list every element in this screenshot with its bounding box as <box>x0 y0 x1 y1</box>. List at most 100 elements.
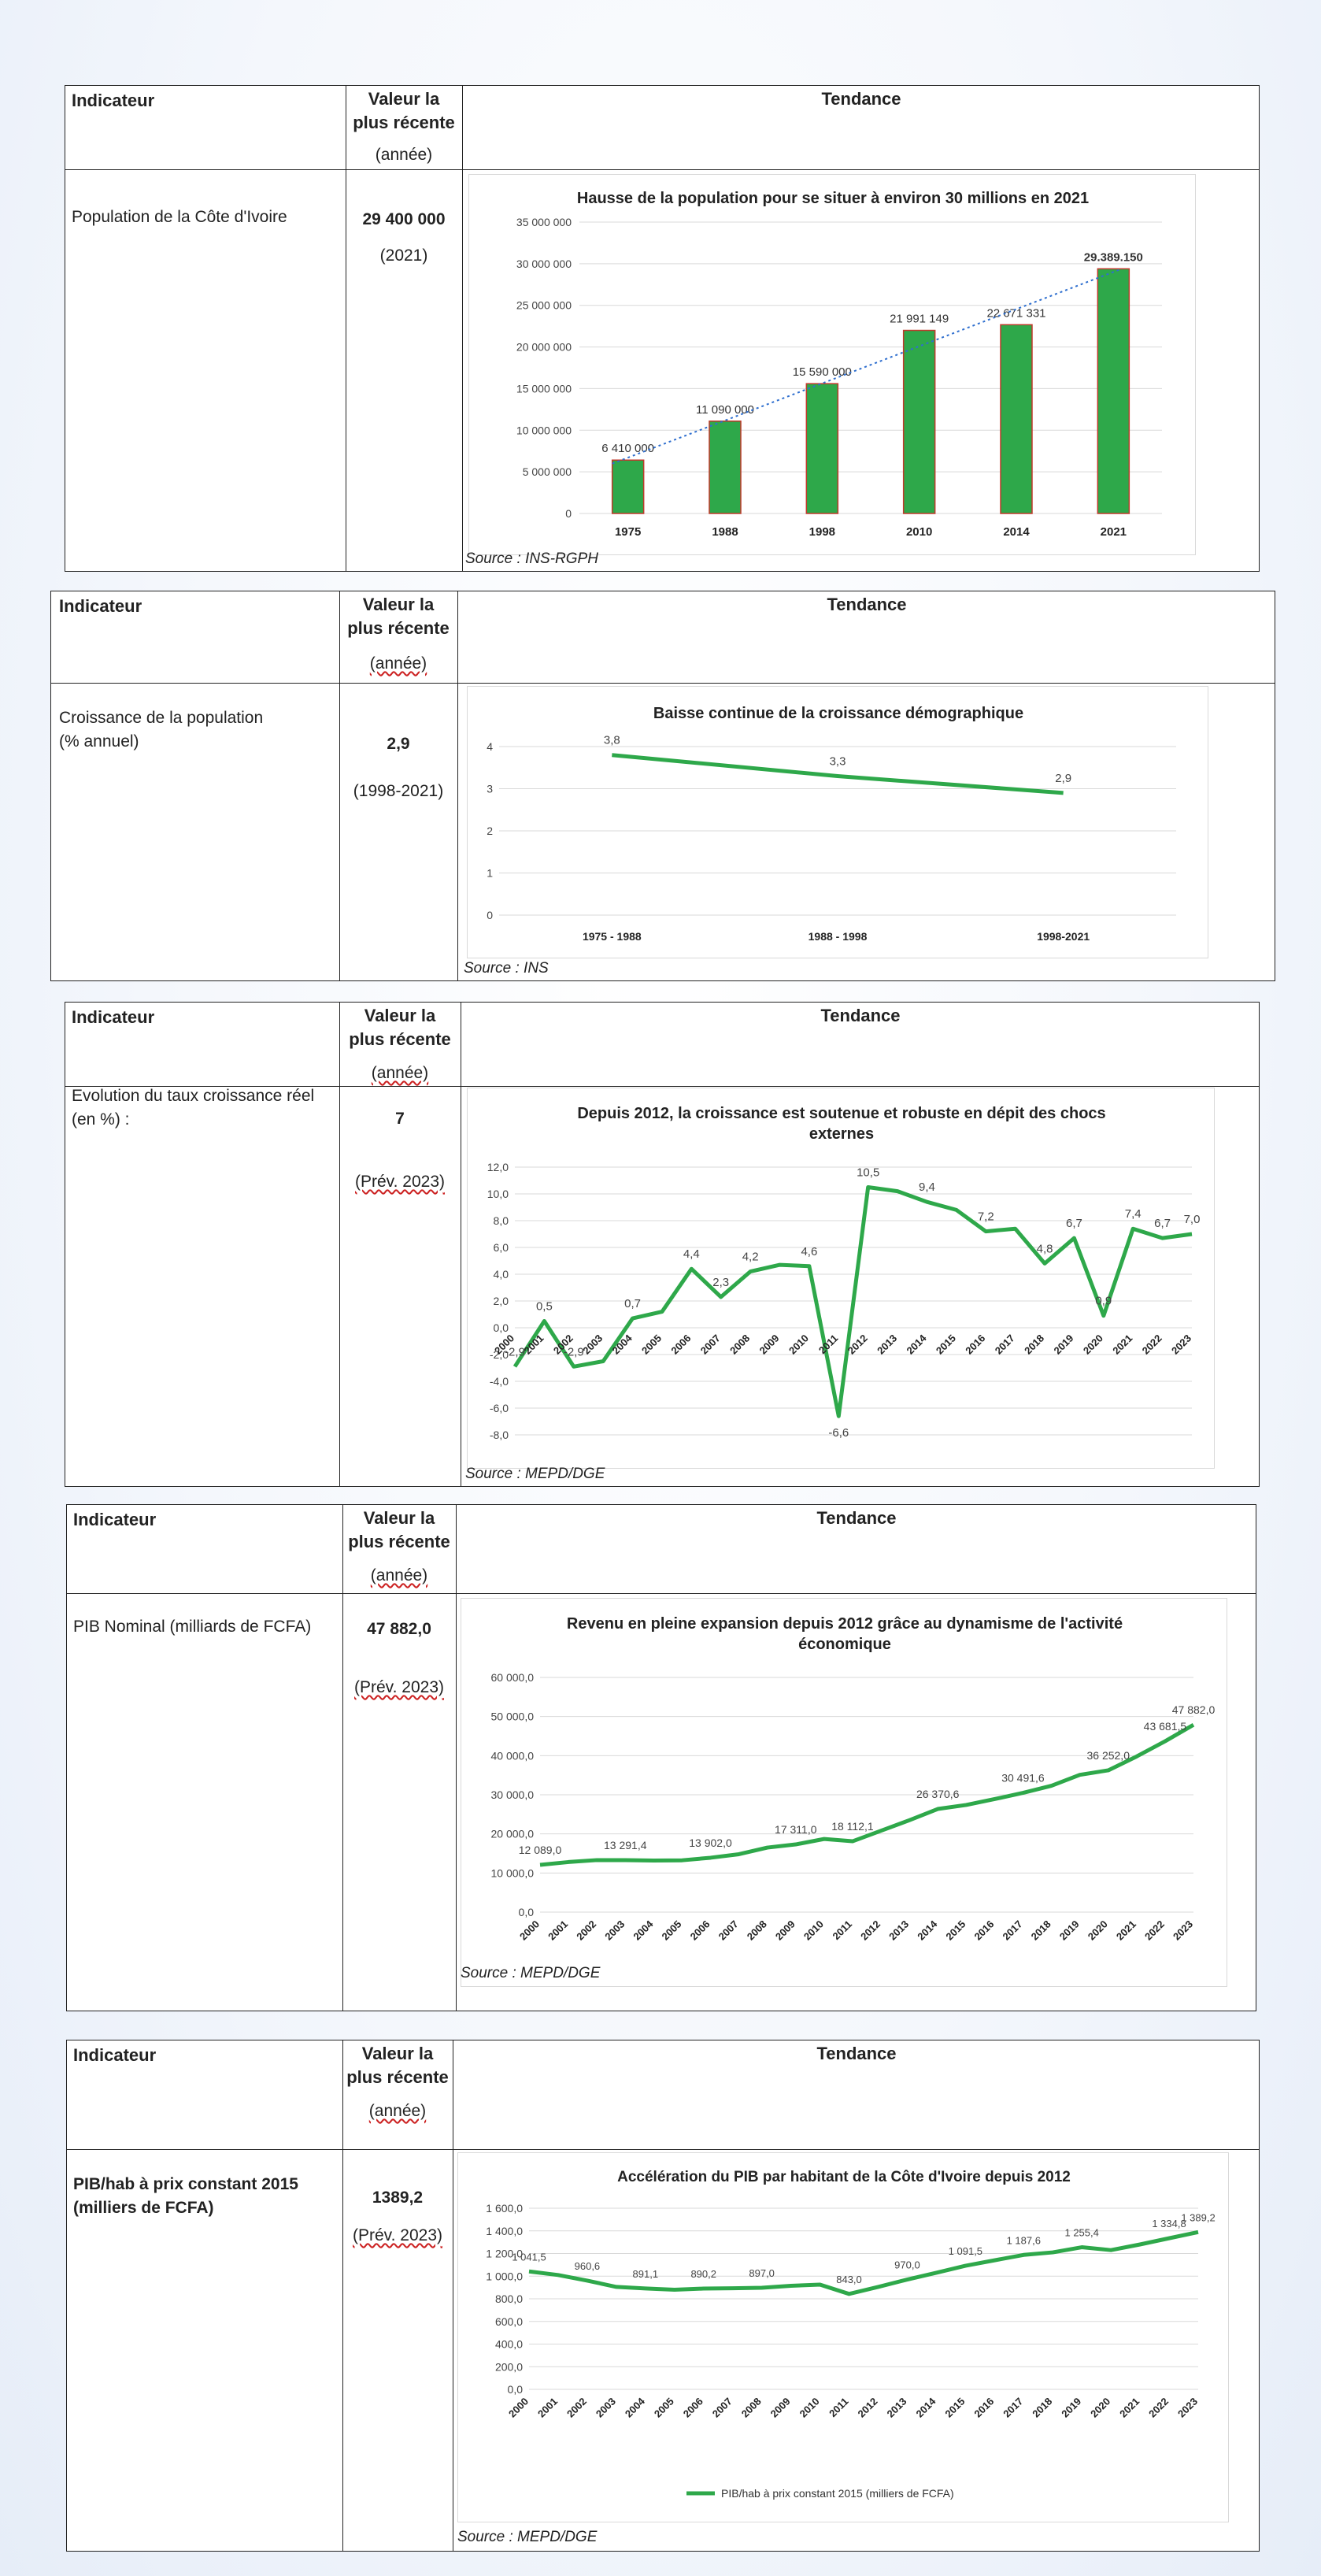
x-tick-label: 2015 <box>943 1918 968 1943</box>
header-indicateur: Indicateur <box>72 91 155 110</box>
bar <box>805 383 839 514</box>
bar <box>709 421 742 514</box>
x-tick-label: 1998 <box>809 525 835 539</box>
x-tick-label: 1988 - 1998 <box>809 930 868 943</box>
x-tick-label: 2019 <box>1057 1918 1082 1943</box>
data-label: 960,6 <box>575 2260 601 2272</box>
data-label: 17 311,0 <box>775 1823 817 1836</box>
x-tick-label: 2010 <box>786 1332 811 1357</box>
x-tick-label: 2014 <box>915 1918 940 1943</box>
data-label: 10,5 <box>857 1166 879 1180</box>
x-tick-label: 2013 <box>886 1918 911 1943</box>
header-indicateur: Indicateur <box>73 2045 157 2065</box>
indicator-value: 47 882,0 <box>367 1620 431 1638</box>
x-tick-label: 2012 <box>856 2396 880 2420</box>
y-tick-label: -8,0 <box>490 1429 509 1441</box>
x-tick-label: 2020 <box>1086 1918 1110 1943</box>
data-label: -2,9 <box>564 1345 584 1358</box>
series-line <box>612 753 1064 795</box>
data-label: 30 491,6 <box>1001 1772 1045 1785</box>
data-label: 1 187,6 <box>1007 2234 1041 2246</box>
table-pib-habitant: Indicateur Valeur la plus récente (année)… <box>66 2040 1260 2552</box>
x-tick-label: 2015 <box>942 2396 967 2420</box>
table-croissance-reelle: Indicateur Valeur la plus récente (année)… <box>65 1002 1260 1487</box>
x-tick-label: 2017 <box>1001 2396 1025 2420</box>
data-label: 11 090 000 <box>696 403 754 417</box>
data-label: 15 590 000 <box>793 365 852 379</box>
x-tick-label: 2022 <box>1140 1332 1164 1357</box>
x-tick-label: 2003 <box>580 1332 605 1357</box>
data-label: 843,0 <box>836 2274 862 2285</box>
source-note: Source : MEPD/DGE <box>461 1965 601 1981</box>
y-tick-label: 30 000,0 <box>491 1788 535 1801</box>
y-tick-label: 0 <box>565 507 572 520</box>
x-tick-label: 2018 <box>1022 1332 1046 1357</box>
header-valeur: Valeur la plus récente <box>348 1508 450 1551</box>
x-tick-label: 2005 <box>639 1332 664 1357</box>
data-label: 1 091,5 <box>949 2245 982 2257</box>
y-tick-label: 20 000,0 <box>491 1828 535 1840</box>
header-annee: (année) <box>375 146 433 164</box>
x-tick-label: 2007 <box>716 1918 741 1943</box>
y-tick-label: 8,0 <box>494 1214 509 1227</box>
data-label: 0,5 <box>536 1300 553 1314</box>
header-tendance: Tendance <box>821 89 901 109</box>
data-label: 18 112,1 <box>831 1820 874 1833</box>
x-tick-label: 2019 <box>1059 2396 1083 2420</box>
data-label: 13 902,0 <box>689 1837 732 1849</box>
data-label: -6,6 <box>828 1426 849 1440</box>
chart-title: Revenu en pleine expansion depuis 2012 g… <box>567 1615 1123 1633</box>
x-tick-label: 2003 <box>594 2396 618 2420</box>
x-tick-label: 2017 <box>1001 1918 1025 1943</box>
data-label: 1 255,4 <box>1064 2227 1098 2239</box>
legend-label: PIB/hab à prix constant 2015 (milliers d… <box>721 2487 954 2500</box>
y-tick-label: 12,0 <box>487 1161 509 1173</box>
indicator-value: 7 <box>395 1110 405 1128</box>
data-label: 3,8 <box>604 734 620 747</box>
y-tick-label: 10 000 000 <box>516 424 572 436</box>
x-tick-label: 2023 <box>1169 1332 1193 1357</box>
indicator-year: (Prév. 2023) <box>355 1173 445 1191</box>
y-tick-label: 400,0 <box>495 2338 523 2351</box>
header-annee: (année) <box>368 2102 427 2120</box>
y-tick-label: -4,0 <box>490 1375 509 1388</box>
data-label: 7,0 <box>1184 1213 1201 1226</box>
indicator-value: 29 400 000 <box>362 210 446 228</box>
chart-title: externes <box>809 1125 874 1143</box>
x-tick-label: 2006 <box>668 1332 693 1357</box>
x-tick-label: 2010 <box>801 1918 826 1943</box>
y-tick-label: 35 000 000 <box>516 216 572 228</box>
x-tick-label: 1975 <box>615 525 641 539</box>
indicator-year: (2021) <box>379 246 428 265</box>
bar <box>1097 268 1130 514</box>
trendline <box>612 268 1122 465</box>
y-tick-label: 1 <box>487 867 493 880</box>
x-tick-label: 2017 <box>993 1332 1017 1357</box>
x-tick-label: 2022 <box>1146 2396 1171 2420</box>
indicator-name: PIB Nominal (milliards de FCFA) <box>73 1618 312 1636</box>
x-tick-label: 2020 <box>1081 1332 1105 1357</box>
x-tick-label: 2009 <box>773 1918 797 1943</box>
data-label: 4,2 <box>742 1251 759 1264</box>
y-tick-label: 2,0 <box>494 1295 509 1307</box>
y-tick-label: 1 600,0 <box>486 2202 523 2215</box>
indicator-name: Croissance de la population (% annuel) <box>59 709 264 751</box>
x-tick-label: 2010 <box>906 525 932 539</box>
x-tick-label: 2001 <box>521 1332 546 1357</box>
x-tick-label: 2000 <box>506 2396 531 2420</box>
series-line <box>539 1723 1195 1867</box>
x-tick-label: 2022 <box>1142 1918 1167 1943</box>
header-indicateur: Indicateur <box>59 596 142 616</box>
data-label: 1 041,5 <box>512 2251 546 2263</box>
x-tick-label: 2004 <box>623 2395 648 2420</box>
y-tick-label: 4,0 <box>494 1268 509 1281</box>
chart-croissance-reelle: Depuis 2012, la croissance est soutenue … <box>467 1088 1215 1469</box>
table-population: Indicateur Valeur la plus récente (année)… <box>65 85 1260 572</box>
x-tick-label: 2008 <box>739 2396 764 2420</box>
indicator-year: (Prév. 2023) <box>353 2226 442 2244</box>
header-tendance: Tendance <box>820 1006 901 1025</box>
data-label: 891,1 <box>633 2268 659 2280</box>
data-label: 4,6 <box>801 1245 817 1258</box>
data-label: 1 334,8 <box>1152 2218 1186 2229</box>
data-label: -2,9 <box>505 1345 525 1358</box>
